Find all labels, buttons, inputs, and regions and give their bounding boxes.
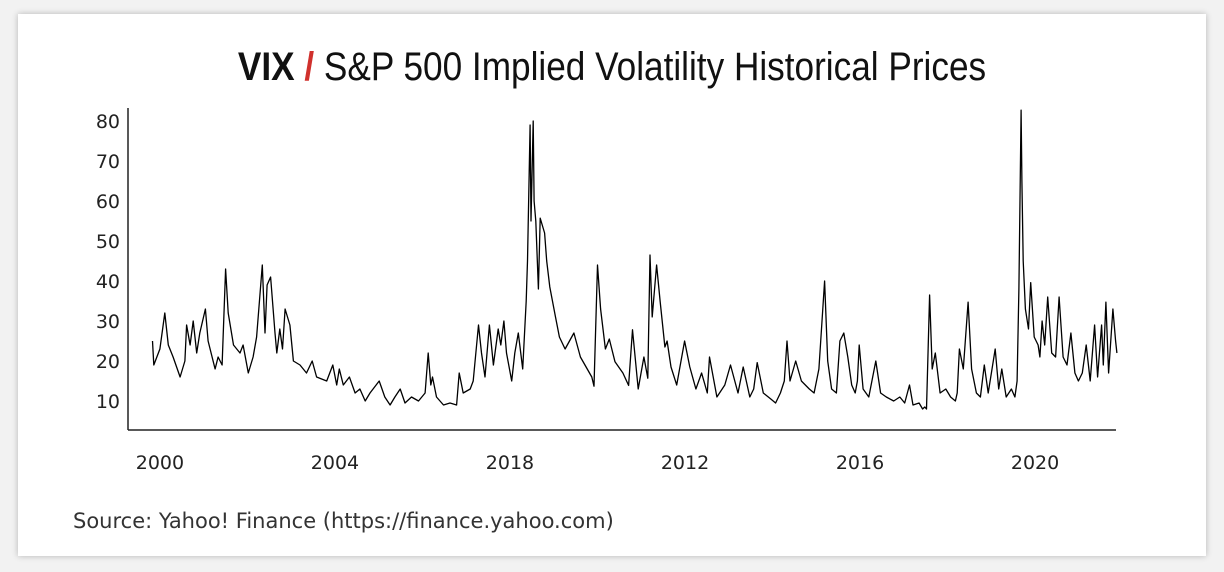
title-bold: VIX [238,44,295,89]
series-line [151,109,1118,410]
title-rest: S&P 500 Implied Volatility Historical Pr… [324,44,986,89]
x-tick-label: 2016 [836,452,884,474]
chart-title: VIX / S&P 500 Implied Volatility Histori… [238,44,986,89]
y-tick-label: 30 [96,311,120,333]
source-note: Source: Yahoo! Finance (https://finance.… [73,509,614,533]
x-tick-label: 2000 [136,452,184,474]
title-separator: / [304,44,314,89]
x-tick-label: 2012 [661,452,709,474]
y-tick-label: 70 [96,151,120,173]
y-tick-label: 40 [96,271,120,293]
chart-card [18,14,1206,556]
y-tick-label: 20 [96,351,120,373]
y-tick-label: 50 [96,231,120,253]
y-tick-label: 60 [96,191,120,213]
x-tick-label: 2004 [311,452,359,474]
x-tick-label: 2018 [486,452,534,474]
x-tick-label: 2020 [1011,452,1059,474]
y-tick-label: 80 [96,111,120,133]
y-tick-label: 10 [96,391,120,413]
